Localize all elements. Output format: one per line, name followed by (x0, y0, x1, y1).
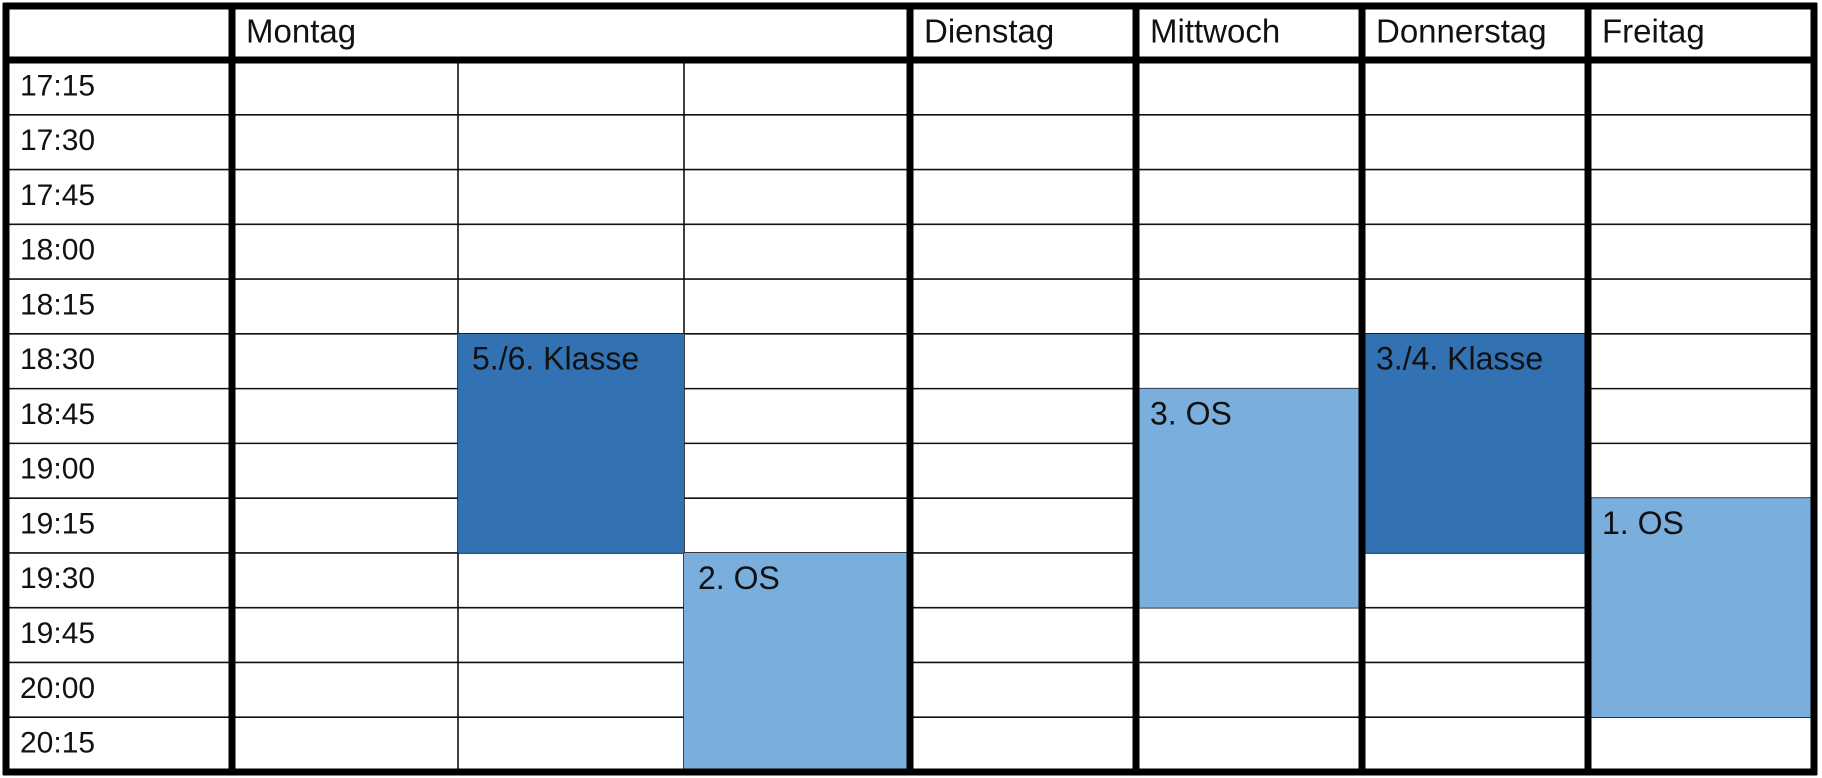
event-label: 5./6. Klasse (472, 341, 639, 377)
event-block (1588, 498, 1814, 718)
event-block (684, 552, 910, 772)
event-block (1136, 388, 1362, 608)
event-label: 3./4. Klasse (1376, 341, 1543, 377)
day-header: Freitag (1602, 13, 1705, 50)
time-label: 17:30 (20, 124, 95, 157)
time-label: 19:15 (20, 507, 95, 540)
day-header: Montag (246, 13, 356, 50)
time-label: 18:15 (20, 288, 95, 321)
time-label: 17:15 (20, 69, 95, 102)
event-block (458, 333, 684, 553)
event-block (1362, 333, 1588, 553)
time-label: 18:45 (20, 398, 95, 431)
time-label: 20:15 (20, 727, 95, 760)
time-label: 17:45 (20, 179, 95, 212)
event-label: 3. OS (1150, 395, 1232, 431)
day-header: Donnerstag (1376, 13, 1547, 50)
event-label: 2. OS (698, 560, 780, 596)
time-label: 19:00 (20, 453, 95, 486)
day-header: Dienstag (924, 13, 1054, 50)
time-label: 19:30 (20, 562, 95, 595)
time-label: 18:00 (20, 234, 95, 267)
time-label: 19:45 (20, 617, 95, 650)
time-label: 20:00 (20, 672, 95, 705)
day-header: Mittwoch (1150, 13, 1280, 50)
time-label: 18:30 (20, 343, 95, 376)
event-label: 1. OS (1602, 505, 1684, 541)
